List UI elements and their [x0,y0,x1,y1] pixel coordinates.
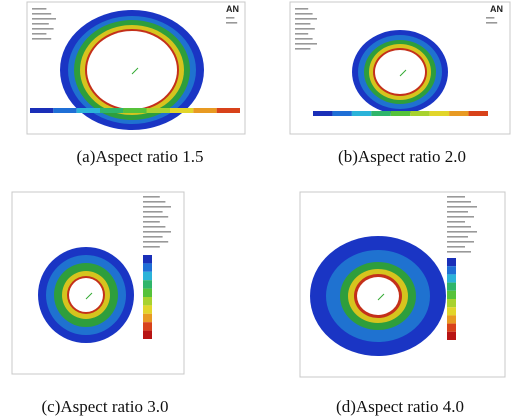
tiny-text [295,8,308,10]
color-bar [447,307,456,315]
logo: AN [490,4,503,14]
color-bar [143,314,152,322]
tiny-text [486,17,494,19]
contour-ring [375,50,425,94]
color-bar [313,111,332,116]
tiny-text [295,43,317,45]
tiny-text [447,226,471,228]
tiny-text [143,231,171,233]
tiny-text [32,8,46,10]
color-bar [143,255,152,263]
figure: AN AN (a)Aspect ratio 1.5 (b)Aspect rati… [0,0,522,419]
tiny-text [32,33,46,35]
tiny-text [447,236,468,238]
color-bar [371,111,390,116]
color-bar [143,289,152,297]
caption: (c)Aspect ratio 3.0 [42,397,169,416]
tiny-text [447,196,465,198]
caption: (d)Aspect ratio 4.0 [336,397,464,416]
color-bar [143,263,152,271]
tiny-text [295,13,313,15]
color-bar [391,111,410,116]
tiny-text [447,241,474,243]
color-bar [193,108,216,113]
color-bar [123,108,146,113]
tiny-text [295,48,310,50]
tiny-text [447,201,471,203]
tiny-text [32,23,49,25]
tiny-text [295,38,313,40]
color-bar [143,322,152,330]
tiny-text [143,226,165,228]
color-bar [147,108,170,113]
tiny-text [447,221,465,223]
tiny-text [295,33,308,35]
color-bar [143,272,152,280]
color-bar [143,331,152,339]
tiny-text [32,28,54,30]
color-bar [170,108,193,113]
contour-ring [357,277,399,315]
tiny-text [143,236,163,238]
tiny-text [447,246,465,248]
color-bar [332,111,351,116]
color-bar [447,291,456,299]
contour-ring [69,278,103,312]
tiny-text [447,216,474,218]
tiny-text [447,206,477,208]
color-bar [447,274,456,282]
tiny-text [143,206,171,208]
color-bar [447,299,456,307]
tiny-text [447,231,477,233]
tiny-text [295,23,310,25]
color-bar [352,111,371,116]
color-bar [447,266,456,274]
color-bar [469,111,488,116]
caption: (b)Aspect ratio 2.0 [338,147,466,166]
color-bar [100,108,123,113]
logo: AN [226,4,239,14]
contour-ring [87,31,177,109]
color-bar [447,332,456,340]
color-bar [447,258,456,266]
tiny-text [143,216,168,218]
color-bar [217,108,240,113]
color-bar [30,108,53,113]
color-bar [410,111,429,116]
tiny-text [143,241,168,243]
tiny-text [226,17,234,19]
tiny-text [143,201,165,203]
color-bar [143,297,152,305]
tiny-text [143,211,163,213]
color-bar [449,111,468,116]
tiny-text [486,22,497,24]
color-bar [430,111,449,116]
tiny-text [295,18,317,20]
color-bar [143,280,152,288]
tiny-text [447,211,468,213]
color-bar [53,108,76,113]
tiny-text [32,38,51,40]
tiny-text [295,28,315,30]
tiny-text [32,13,51,15]
color-bar [143,305,152,313]
color-bar [77,108,100,113]
tiny-text [226,22,237,24]
tiny-text [447,251,471,253]
color-bar [447,283,456,291]
color-bar [447,324,456,332]
tiny-text [143,221,160,223]
tiny-text [143,196,160,198]
tiny-text [32,18,56,20]
caption: (a)Aspect ratio 1.5 [77,147,204,166]
color-bar [447,315,456,323]
tiny-text [143,246,160,248]
